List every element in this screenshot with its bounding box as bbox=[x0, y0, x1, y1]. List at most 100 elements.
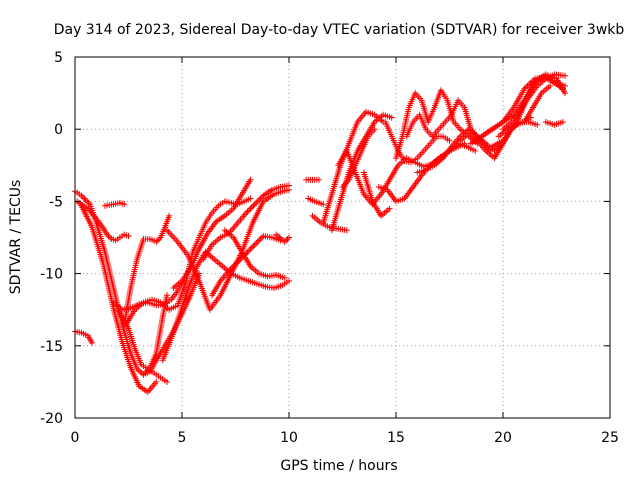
data-point bbox=[79, 194, 86, 201]
series-track-01 bbox=[72, 188, 171, 378]
series-track-04 bbox=[101, 199, 128, 209]
series-track-39 bbox=[542, 118, 566, 128]
data-point bbox=[534, 121, 541, 128]
x-tick-label: 5 bbox=[178, 430, 187, 446]
series-track-26 bbox=[360, 169, 393, 219]
y-tick-label: -10 bbox=[40, 267, 63, 283]
data-point bbox=[106, 234, 113, 241]
y-axis-label: SDTVAR / TECUs bbox=[8, 180, 24, 295]
y-tick-label: -20 bbox=[40, 411, 63, 427]
series-track-19 bbox=[303, 176, 322, 183]
series-track-20 bbox=[305, 195, 327, 208]
chart-title: Day 314 of 2023, Sidereal Day-to-day VTE… bbox=[54, 22, 625, 38]
data-point bbox=[283, 237, 290, 244]
data-point bbox=[251, 201, 258, 208]
data-point bbox=[247, 205, 254, 212]
data-point bbox=[388, 114, 395, 121]
data-point bbox=[315, 176, 322, 183]
data-point bbox=[244, 248, 251, 255]
data-point bbox=[164, 292, 171, 299]
data-point bbox=[281, 274, 288, 281]
data-point bbox=[286, 277, 292, 284]
data-point bbox=[156, 235, 163, 242]
series-track-03 bbox=[74, 198, 132, 244]
y-tick-label: -15 bbox=[40, 339, 63, 355]
data-point bbox=[386, 205, 393, 212]
series-track-12 bbox=[189, 195, 254, 255]
data-point bbox=[164, 378, 171, 385]
data-point bbox=[246, 207, 253, 214]
data-marks bbox=[72, 71, 569, 396]
data-point bbox=[154, 237, 161, 244]
data-point bbox=[105, 233, 112, 240]
data-point bbox=[286, 186, 292, 193]
data-point bbox=[446, 137, 453, 144]
data-point bbox=[258, 194, 265, 201]
y-tick-label: 5 bbox=[54, 50, 63, 66]
series-track-31 bbox=[414, 126, 506, 176]
data-point bbox=[247, 176, 254, 183]
data-point bbox=[125, 233, 132, 240]
data-point bbox=[153, 238, 160, 245]
data-point bbox=[257, 195, 264, 202]
data-point bbox=[85, 199, 92, 206]
data-point bbox=[244, 208, 251, 215]
data-point bbox=[562, 72, 569, 79]
data-point bbox=[286, 234, 292, 241]
data-point bbox=[247, 195, 254, 202]
series-track-36 bbox=[500, 71, 569, 133]
series-track-29 bbox=[393, 87, 481, 162]
x-tick-label: 15 bbox=[387, 430, 405, 446]
data-point bbox=[256, 196, 263, 203]
data-point bbox=[253, 199, 260, 206]
y-tick-label: -5 bbox=[49, 194, 63, 210]
x-tick-label: 0 bbox=[71, 430, 80, 446]
series-track-28 bbox=[382, 118, 453, 166]
data-point bbox=[472, 147, 479, 154]
data-point bbox=[78, 192, 85, 199]
data-point bbox=[246, 247, 253, 254]
data-point bbox=[81, 195, 88, 202]
axes: 0 5 10 15 20 25 5 0 -5 -10 -15 -20 bbox=[40, 50, 619, 446]
series-track-09 bbox=[123, 248, 196, 328]
data-point bbox=[254, 238, 261, 245]
data-point bbox=[250, 243, 257, 250]
data-point bbox=[104, 231, 111, 238]
data-point bbox=[89, 339, 96, 346]
plot-frame bbox=[74, 56, 611, 419]
series-track-24 bbox=[339, 126, 378, 190]
series-track-21 bbox=[309, 212, 350, 234]
data-point bbox=[258, 234, 265, 241]
data-point bbox=[248, 204, 255, 211]
data-point bbox=[153, 378, 160, 385]
series-track-05 bbox=[78, 202, 160, 396]
series-track-07 bbox=[121, 212, 173, 328]
grid-lines bbox=[75, 57, 610, 418]
data-point bbox=[343, 227, 350, 234]
data-point bbox=[284, 235, 291, 242]
series-track-17 bbox=[164, 186, 292, 313]
data-point bbox=[254, 198, 261, 205]
data-point bbox=[320, 201, 327, 208]
data-point bbox=[257, 235, 264, 242]
x-tick-label: 20 bbox=[494, 430, 512, 446]
data-point bbox=[256, 237, 263, 244]
x-axis-label: GPS time / hours bbox=[280, 458, 397, 474]
data-point bbox=[247, 246, 254, 253]
x-tick-label: 25 bbox=[601, 430, 619, 446]
data-point bbox=[547, 82, 554, 89]
data-point bbox=[166, 212, 173, 219]
series-track-14 bbox=[200, 182, 292, 263]
data-point bbox=[82, 196, 89, 203]
data-point bbox=[461, 140, 468, 147]
series-track-18 bbox=[273, 231, 292, 245]
data-point bbox=[562, 90, 569, 97]
data-point bbox=[243, 209, 250, 216]
y-tick-label: 0 bbox=[54, 122, 63, 138]
data-point bbox=[559, 85, 566, 92]
data-point bbox=[281, 238, 288, 245]
data-point bbox=[250, 202, 257, 209]
series-track-13 bbox=[170, 176, 254, 292]
data-point bbox=[251, 241, 258, 248]
